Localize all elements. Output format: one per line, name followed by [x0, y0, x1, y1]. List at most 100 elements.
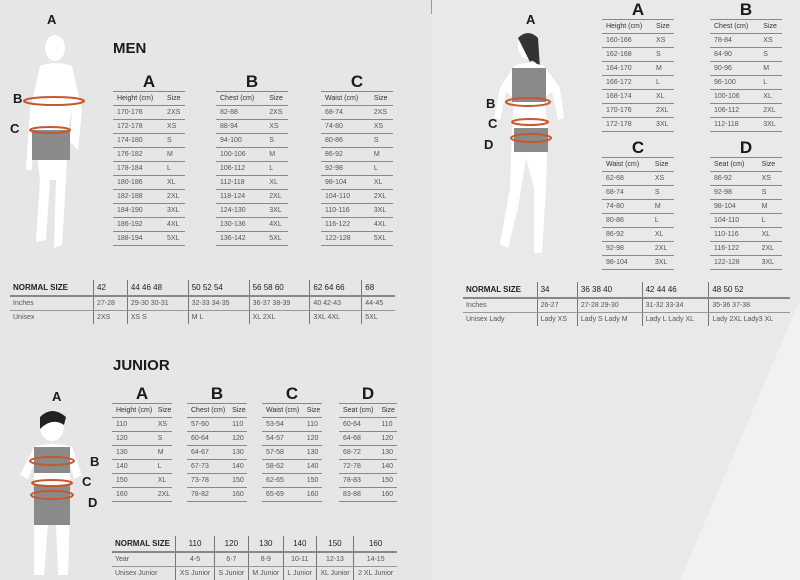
men-title: MEN — [113, 40, 147, 57]
column-header: Size — [650, 157, 674, 172]
value-cell: 14-15 — [353, 552, 397, 567]
table-row: 98-104 M — [710, 199, 782, 214]
measure-cell: 64-67 — [187, 445, 229, 460]
women-figure-label-b: B — [486, 96, 496, 111]
table-row: 62-68 XS — [602, 171, 674, 186]
measure-cell: 116-122 — [321, 217, 370, 232]
measure-cell: 82-88 — [216, 105, 266, 120]
measure-cell: 60-64 — [187, 431, 229, 446]
table-row: 92-98 S — [710, 185, 782, 200]
measure-cell: 160 — [112, 487, 154, 502]
value-cell: 42 44 46 — [641, 282, 709, 299]
size-cell: XL — [153, 473, 172, 488]
size-cell: S — [153, 431, 172, 446]
value-cell: 2 XL Junior — [353, 566, 397, 580]
size-cell: L — [757, 213, 782, 228]
women-normal-size-table: NORMAL SIZE 34 36 38 40 42 44 46 48 50 52 Inc… — [463, 282, 790, 326]
size-cell: S — [757, 185, 782, 200]
row-label: Inches — [463, 298, 538, 313]
measure-cell: 98-104 — [710, 199, 758, 214]
measure-cell: 92-98 — [602, 241, 651, 256]
column-header: Size — [652, 19, 674, 34]
table-row: Inches 26-27 27-28 29-30 31-32 33-34 35-36 3… — [463, 298, 790, 313]
measure-cell: 58-62 — [262, 459, 303, 474]
value-cell: 150 — [315, 536, 354, 553]
measure-cell: 160-166 — [602, 33, 653, 48]
junior-figure-label-b: B — [90, 454, 100, 469]
table-row: NORMAL SIZE 110 120 130 140 150 160 — [112, 536, 397, 553]
table-row: 180-186 XL — [113, 175, 185, 190]
table-row: 88-94 XS — [216, 119, 288, 134]
measure-cell: 98-104 — [321, 175, 370, 190]
junior-figure-label-c: C — [82, 474, 92, 489]
measure-cell: 140 — [112, 459, 154, 474]
measure-cell: 92-98 — [710, 185, 758, 200]
value-cell: 50 52 54 — [187, 280, 250, 297]
measure-cell: 172-178 — [602, 117, 653, 132]
men-figure-label-c: C — [10, 121, 20, 136]
column-header: Waist (cm) — [321, 91, 370, 106]
junior-table-letter: D — [361, 384, 375, 403]
size-cell: L — [652, 75, 674, 90]
value-cell: 140 — [282, 536, 317, 553]
table-row: 104-110 2XL — [321, 189, 393, 204]
size-cell: L — [153, 459, 172, 474]
size-cell: XL — [369, 175, 393, 190]
value-cell: 31-32 33-34 — [641, 298, 709, 313]
junior-figure-label-d: D — [88, 495, 98, 510]
measure-cell: 182-188 — [113, 189, 164, 204]
size-cell: 110 — [228, 417, 247, 432]
row-label: Year — [112, 552, 176, 567]
measure-cell: 184-190 — [113, 203, 164, 218]
column-header: Size — [228, 403, 247, 418]
table-row: 58-62 140 — [262, 459, 322, 474]
value-cell: Lady 2XL Lady3 XL — [708, 312, 790, 326]
size-cell: L — [163, 161, 185, 176]
column-header: Waist (cm) — [602, 157, 651, 172]
value-cell: XS S — [126, 310, 189, 324]
measure-cell: 162-168 — [602, 47, 653, 62]
column-header: Height (cm) — [602, 19, 653, 34]
size-cell: 3XL — [757, 255, 782, 270]
size-cell: M — [265, 147, 288, 162]
column-header: Chest (cm) — [216, 91, 266, 106]
table-row: 130 M — [112, 445, 172, 460]
table-row: 172-178 3XL — [602, 117, 674, 132]
table-row: 118-124 2XL — [216, 189, 288, 204]
table-row: 86-92 XL — [602, 227, 674, 242]
table-row: 78-82 160 — [187, 487, 247, 502]
measure-cell: 100-106 — [710, 89, 760, 104]
size-cell: 120 — [302, 431, 322, 446]
table-row: 54-57 120 — [262, 431, 322, 446]
value-cell: 27-28 29-30 — [576, 298, 643, 313]
size-cell: XS — [650, 171, 674, 186]
men-table-letter: C — [350, 72, 364, 91]
table-row: 182-188 2XL — [113, 189, 185, 204]
table-header-row: Chest (cm) Size — [710, 19, 782, 34]
table-row: Year 4-5 6-7 8-9 10-11 12-13 14-15 — [112, 552, 397, 567]
measure-cell: 188-194 — [113, 231, 164, 246]
size-cell: 2XL — [163, 189, 185, 204]
size-cell: 2XL — [650, 241, 674, 256]
row-label: NORMAL SIZE — [10, 280, 94, 297]
measure-cell: 74-80 — [602, 199, 651, 214]
measure-cell: 104-110 — [321, 189, 370, 204]
value-cell: 29-30 30-31 — [126, 296, 189, 311]
size-cell: 150 — [228, 473, 247, 488]
measure-cell: 164-170 — [602, 61, 653, 76]
column-header: Chest (cm) — [710, 19, 760, 34]
table-header-row: Height (cm) Size — [112, 403, 172, 418]
measure-cell: 84-90 — [710, 47, 760, 62]
size-cell: M — [759, 61, 782, 76]
table-row: 164-170 M — [602, 61, 674, 76]
table-row: 150 XL — [112, 473, 172, 488]
table-row: 120 S — [112, 431, 172, 446]
size-cell: 160 — [228, 487, 247, 502]
value-cell: 32-33 34-35 — [187, 296, 250, 311]
table-row: 78-84 XS — [710, 33, 782, 48]
value-cell: XL 2XL — [248, 310, 310, 324]
measure-cell: 110-116 — [710, 227, 758, 242]
junior-size-table-d: Seat (cm) Size 60-64 110 64-68 120 68-72 130 72-… — [339, 403, 397, 502]
size-cell: 3XL — [650, 255, 674, 270]
value-cell: 12-13 — [315, 552, 354, 567]
